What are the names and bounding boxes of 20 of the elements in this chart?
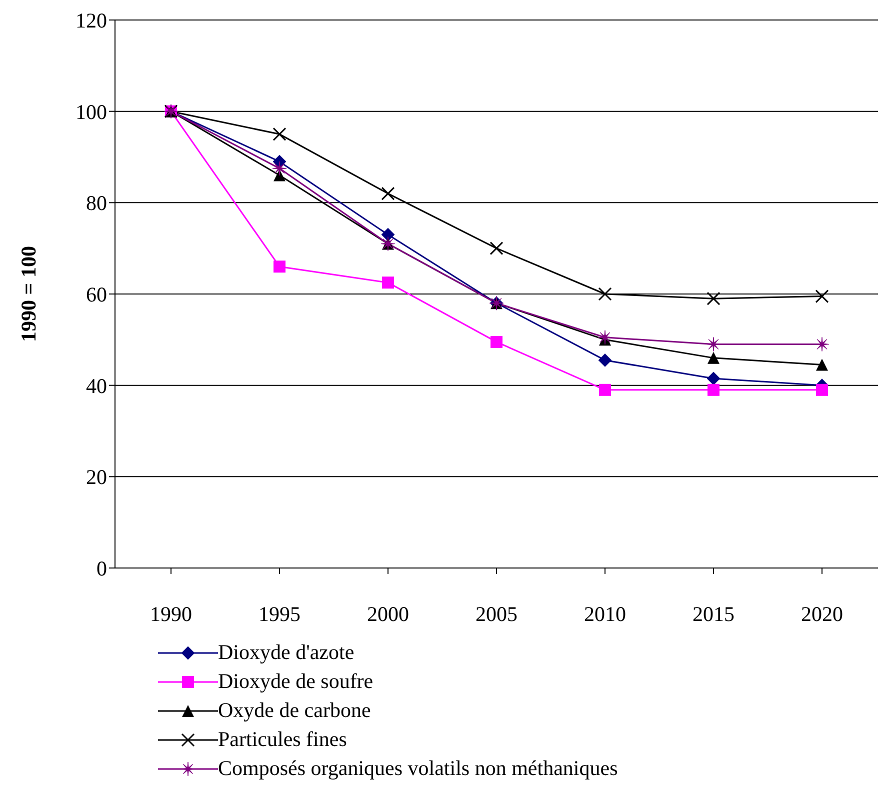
y-axis-title: 1990 = 100	[16, 246, 40, 342]
legend-label: Composés organiques volatils non méthaniques	[218, 756, 618, 781]
y-tick-label: 80	[86, 191, 107, 216]
legend-label: Dioxyde d'azote	[218, 640, 354, 665]
y-tick-label: 40	[86, 374, 107, 398]
legend-label: Oxyde de carbone	[218, 698, 371, 723]
x-tick-label: 2000	[367, 602, 409, 626]
x-tick-label: 1995	[258, 602, 300, 626]
x-tick-label: 2005	[476, 602, 518, 626]
y-tick-label: 120	[76, 8, 107, 32]
legend-label: Dioxyde de soufre	[218, 669, 374, 694]
legend-label: Particules fines	[218, 727, 347, 752]
x-tick-label: 1990	[150, 602, 192, 626]
y-tick-label: 0	[96, 556, 107, 580]
x-tick-label: 2020	[801, 602, 843, 626]
y-tick-label: 20	[86, 465, 107, 490]
y-tick-label: 60	[86, 282, 107, 306]
x-tick-label: 2010	[584, 602, 626, 626]
y-tick-label: 100	[76, 100, 107, 124]
x-tick-label: 2015	[692, 602, 734, 626]
